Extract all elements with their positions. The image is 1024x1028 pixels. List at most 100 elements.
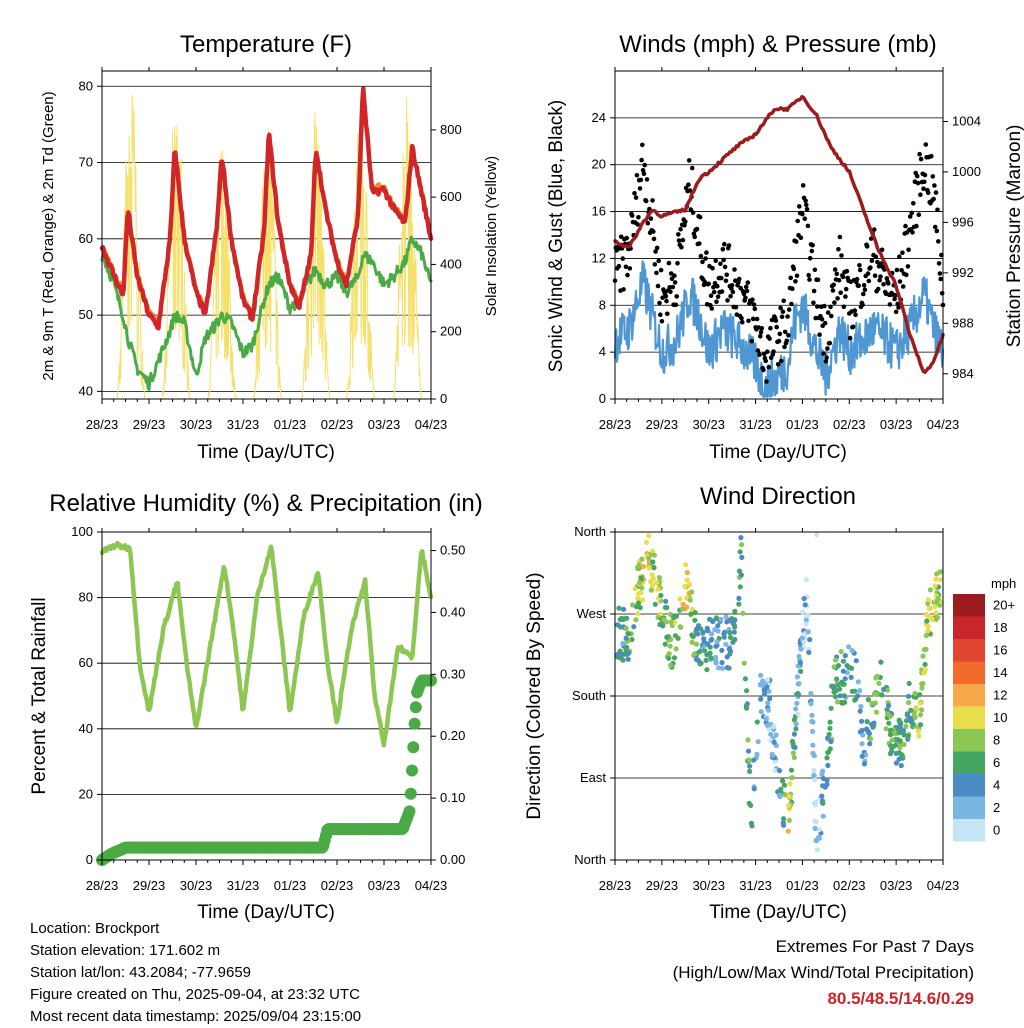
gust-point — [779, 358, 784, 364]
gust-point — [918, 156, 924, 162]
gust-point — [907, 214, 913, 219]
direction-point — [912, 690, 918, 697]
gust-point — [936, 261, 942, 266]
gust-point — [674, 294, 679, 299]
gust-point — [683, 219, 688, 224]
gust-point — [786, 307, 792, 312]
direction-point — [831, 664, 837, 670]
direction-point — [796, 653, 802, 659]
gust-point — [932, 224, 938, 230]
direction-point — [724, 654, 730, 660]
direction-point — [738, 535, 744, 541]
humidity-ticks: 28/23 29/23 30/23 31/23 01/23 02/23 03/23 04/23… — [71, 524, 465, 893]
direction-point — [810, 728, 816, 735]
direction-point — [933, 610, 939, 616]
x-tick-label: 03/23 — [880, 878, 913, 893]
gust-point — [835, 296, 840, 301]
x-tick-label: 31/23 — [227, 417, 260, 432]
direction-point — [771, 723, 777, 730]
direction-point — [739, 554, 745, 561]
direction-point — [800, 609, 806, 615]
temperature-ylabel: 2m & 9m T (Red, Orange) & 2m Td (Green) — [40, 91, 57, 380]
x-tick-label: 01/23 — [786, 417, 819, 432]
direction-point — [819, 793, 825, 799]
extremes-subheading: (High/Low/Max Wind/Total Precipitation) — [672, 963, 974, 982]
gust-point — [841, 304, 847, 310]
gust-point — [645, 220, 651, 226]
direction-point — [803, 577, 810, 583]
direction-point — [794, 700, 800, 707]
direction-point — [649, 582, 656, 588]
gust-point — [822, 320, 828, 326]
humidity-title: Relative Humidity (%) & Precipitation (i… — [49, 490, 482, 517]
direction-point — [921, 647, 928, 653]
created-text: Figure created on Thu, 2025-09-04, at 23… — [30, 986, 360, 1003]
direction-point — [732, 636, 738, 643]
direction-point — [671, 614, 677, 620]
direction-point — [691, 651, 698, 657]
direction-point — [839, 700, 846, 706]
direction-point — [636, 591, 642, 597]
gust-point — [900, 284, 906, 289]
gust-point — [715, 283, 720, 289]
direction-point — [707, 650, 713, 656]
direction-point — [895, 736, 901, 743]
y-tick-label: 40 — [79, 721, 93, 736]
direction-point — [827, 725, 833, 731]
direction-point — [736, 595, 742, 602]
gust-point — [778, 305, 783, 311]
gust-point — [754, 316, 760, 322]
colorbar-label: 12 — [993, 687, 1007, 702]
gust-point — [697, 241, 702, 246]
gust-point — [784, 338, 790, 344]
gust-point — [644, 177, 650, 182]
direction-point — [832, 694, 839, 700]
direction-point — [736, 601, 742, 607]
direction-point — [917, 722, 924, 728]
direction-point — [680, 601, 686, 607]
extremes-heading: Extremes For Past 7 Days — [775, 937, 974, 956]
gust-point — [915, 180, 921, 186]
gust-point — [879, 247, 885, 253]
direction-point — [749, 823, 755, 829]
direction-point — [789, 775, 795, 781]
y-tick-label: 24 — [592, 110, 606, 125]
direction-panel: Wind Direction 28/23 29/23 30/23 31/23 01/23… — [524, 483, 1016, 923]
direction-point — [639, 556, 645, 562]
direction-point — [840, 668, 847, 674]
direction-point — [747, 763, 753, 769]
y-tick-label: 70 — [79, 155, 93, 170]
y-tick-label: 16 — [592, 204, 606, 219]
direction-point — [911, 711, 917, 717]
y-tick-label: 20 — [592, 157, 606, 172]
gust-point — [811, 300, 816, 306]
colorbar-label: 20+ — [993, 597, 1015, 612]
direction-point — [666, 651, 672, 657]
gust-point — [641, 171, 647, 177]
direction-point — [665, 634, 671, 640]
direction-point — [827, 719, 833, 725]
gust-point — [857, 263, 862, 268]
direction-point — [786, 817, 792, 824]
rainfall-point — [409, 701, 422, 714]
direction-point — [883, 726, 889, 732]
direction-point — [914, 706, 920, 712]
gust-point — [929, 153, 934, 159]
gust-point — [914, 173, 920, 179]
gust-point — [938, 276, 943, 282]
gust-point — [827, 340, 833, 346]
gust-point — [786, 333, 791, 338]
y-tick-label: 40 — [79, 383, 93, 398]
colorbar-label: 8 — [993, 732, 1000, 747]
direction-point — [713, 660, 719, 666]
direction-point — [745, 737, 751, 743]
direction-point — [766, 688, 772, 694]
direction-point — [853, 658, 859, 664]
gust-point — [724, 272, 729, 278]
direction-point — [846, 644, 852, 650]
direction-point — [904, 712, 911, 718]
gust-point — [725, 298, 730, 303]
direction-point — [688, 611, 694, 617]
direction-point — [630, 602, 636, 608]
direction-point — [743, 705, 750, 711]
